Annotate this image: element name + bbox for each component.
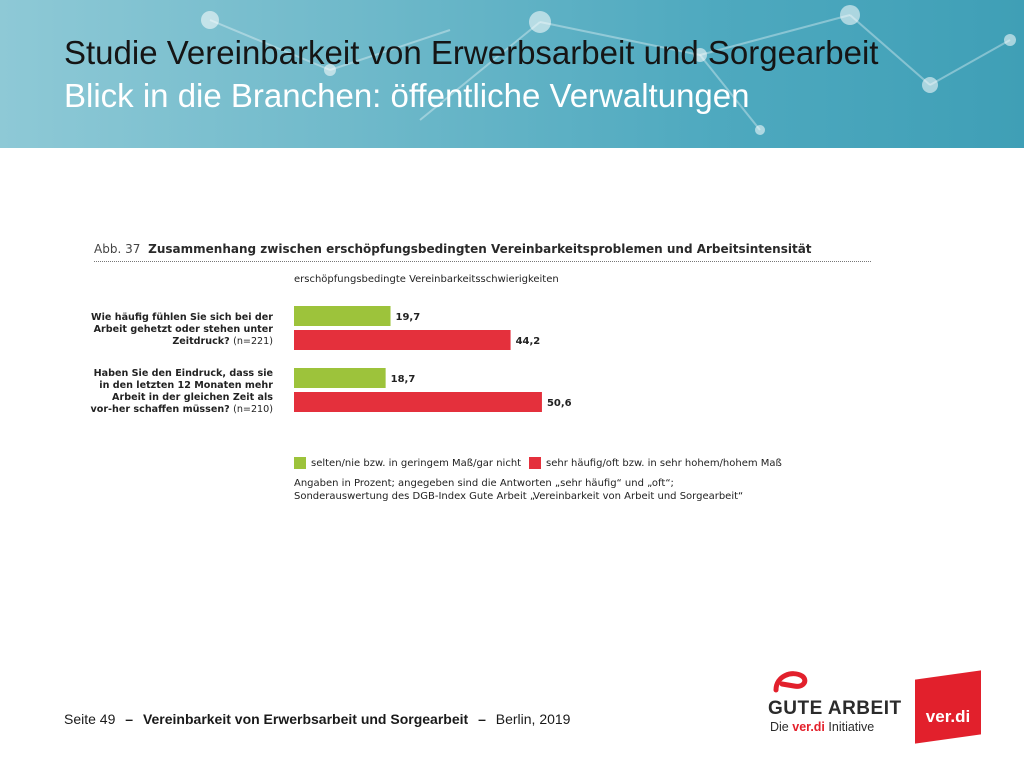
legend-swatch-low (294, 457, 306, 469)
figure-caption: Abb. 37 Zusammenhang zwischen erschöpfun… (94, 242, 870, 257)
bar-high-1 (294, 330, 511, 350)
legend-label-high: sehr häufig/oft bzw. in sehr hohem/hohem… (546, 457, 782, 469)
gute-arbeit-logo: GUTE ARBEIT Die ver.di Initiative (768, 668, 901, 734)
network-pattern-decoration (201, 5, 1016, 135)
tagline-brand: ver.di (792, 720, 825, 734)
figure-title: Zusammenhang zwischen erschöpfungsbeding… (148, 242, 812, 256)
question-n-1: (n=221) (233, 336, 273, 347)
gute-arbeit-e-icon (773, 671, 808, 693)
slide-title: Studie Vereinbarkeit von Erwerbsarbeit u… (64, 34, 879, 71)
slide-subtitle: Blick in die Branchen: öffentliche Verwa… (64, 77, 750, 114)
footer: Seite 49 – Vereinbarkeit von Erwerbsarbe… (64, 710, 570, 728)
verdi-logo: ver.di (915, 670, 981, 744)
footer-separator-2: – (478, 711, 486, 727)
gute-arbeit-wordmark: GUTE ARBEIT (768, 698, 902, 719)
footer-location-year: Berlin, 2019 (495, 711, 571, 727)
bar-value-label-high-1: 44,2 (516, 336, 541, 347)
bar-high-2 (294, 392, 542, 412)
bar-value-label-low-2: 18,7 (391, 374, 416, 385)
legend-swatch-high (529, 457, 541, 469)
bar-value-label-low-1: 19,7 (396, 312, 421, 323)
question-text-1: Wie häufig fühlen Sie sich bei der Arbei… (91, 312, 273, 347)
legend-item-low: selten/nie bzw. in geringem Maß/gar nich… (294, 456, 521, 470)
axis-title: erschöpfungsbedingte Vereinbarkeitsschwi… (294, 274, 559, 285)
verdi-logo-text: ver.di (925, 707, 971, 726)
footer-title: Vereinbarkeit von Erwerbsarbeit und Sorg… (142, 711, 469, 727)
tagline-die: Die (770, 720, 789, 734)
source-note-2: Sonderauswertung des DGB-Index Gute Arbe… (294, 491, 744, 502)
gute-arbeit-tagline: Die ver.di Initiative (770, 720, 874, 734)
legend-item-high: sehr häufig/oft bzw. in sehr hohem/hohem… (529, 456, 782, 470)
page-number: Seite 49 (64, 711, 116, 727)
question-label-1: Wie häufig fühlen Sie sich bei der Arbei… (90, 312, 273, 348)
question-n-2: (n=210) (233, 404, 273, 415)
source-note-1: Angaben in Prozent; angegeben sind die A… (294, 478, 674, 489)
header-banner: Studie Vereinbarkeit von Erwerbsarbeit u… (0, 0, 1024, 148)
bar-low-2 (294, 368, 386, 388)
caption-divider (94, 261, 871, 262)
question-label-2: Haben Sie den Eindruck, dass sie in den … (90, 368, 273, 416)
bar-value-label-high-2: 50,6 (547, 398, 572, 409)
figure-number: Abb. 37 (94, 242, 141, 256)
question-text-2: Haben Sie den Eindruck, dass sie in den … (90, 368, 273, 415)
tagline-initiative: Initiative (828, 720, 875, 734)
bar-low-1 (294, 306, 391, 326)
legend-label-low: selten/nie bzw. in geringem Maß/gar nich… (311, 457, 522, 469)
footer-separator-1: – (125, 711, 134, 727)
